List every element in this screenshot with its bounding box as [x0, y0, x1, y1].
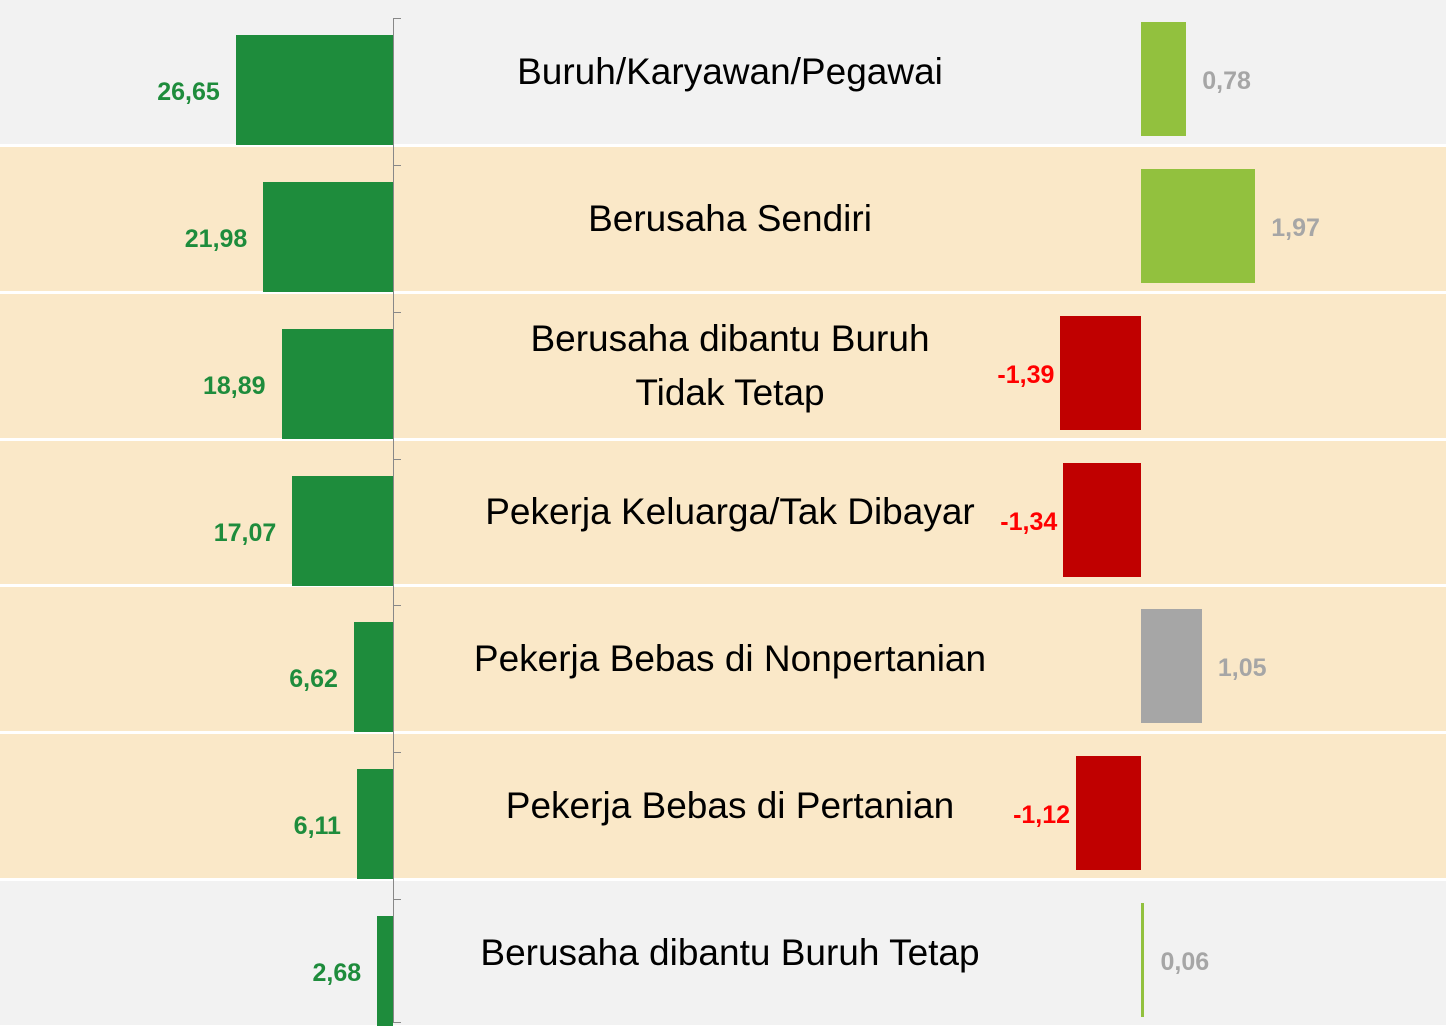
- category-label: Berusaha dibantu Buruh Tetap: [480, 932, 980, 974]
- row-background: [0, 734, 1446, 879]
- bar: [1076, 756, 1141, 871]
- bar: [1141, 609, 1202, 724]
- value-label: 2,68: [312, 959, 362, 988]
- axis-tick: [393, 18, 401, 19]
- value-label: 6,62: [289, 665, 338, 694]
- bar: [235, 35, 393, 145]
- value-label: 1,05: [1217, 654, 1267, 683]
- value-label: -1,39: [997, 360, 1055, 389]
- bar: [353, 622, 393, 733]
- value-label: 26,65: [157, 78, 220, 106]
- axis-tick: [393, 899, 401, 901]
- bar: [281, 328, 393, 439]
- category-label: Buruh/Karyawan/Pegawai: [517, 50, 943, 92]
- bar: [1141, 22, 1187, 136]
- row-background: [0, 293, 1446, 438]
- category-label: Pekerja Bebas di Nonpertanian: [473, 638, 987, 680]
- axis-tick: [393, 458, 401, 460]
- category-label: Berusaha dibantu Buruh Tidak Tetap: [530, 317, 930, 413]
- value-label: -1,34: [1000, 507, 1058, 536]
- bar: [1060, 315, 1141, 430]
- bar: [292, 475, 393, 586]
- value-label: 0,78: [1202, 67, 1251, 95]
- value-label: -1,12: [1013, 801, 1071, 830]
- row-background: [0, 587, 1446, 732]
- axis-tick: [393, 311, 401, 313]
- category-label: Pekerja Bebas di Pertanian: [505, 785, 955, 827]
- axis-tick: [393, 164, 401, 166]
- value-label: 18,89: [203, 371, 266, 400]
- value-label: 1,97: [1271, 213, 1320, 242]
- value-label: 21,98: [184, 224, 248, 253]
- axis-tick: [393, 1022, 401, 1023]
- bar: [1141, 168, 1256, 283]
- bar: [263, 181, 393, 292]
- bar: [1141, 903, 1145, 1018]
- category-label: Berusaha Sendiri: [588, 197, 872, 239]
- axis-tick: [393, 752, 401, 754]
- row-background: [0, 440, 1446, 585]
- category-label: Pekerja Keluarga/Tak Dibayar: [485, 491, 975, 533]
- value-label: 17,07: [213, 518, 277, 547]
- bar: [356, 769, 393, 880]
- value-label: 0,06: [1160, 948, 1210, 977]
- row-background: [0, 881, 1446, 1025]
- bar: [1063, 462, 1141, 577]
- bar: [377, 916, 393, 1027]
- axis-line: [393, 18, 394, 1022]
- axis-tick: [393, 605, 401, 607]
- value-label: 6,11: [293, 812, 341, 841]
